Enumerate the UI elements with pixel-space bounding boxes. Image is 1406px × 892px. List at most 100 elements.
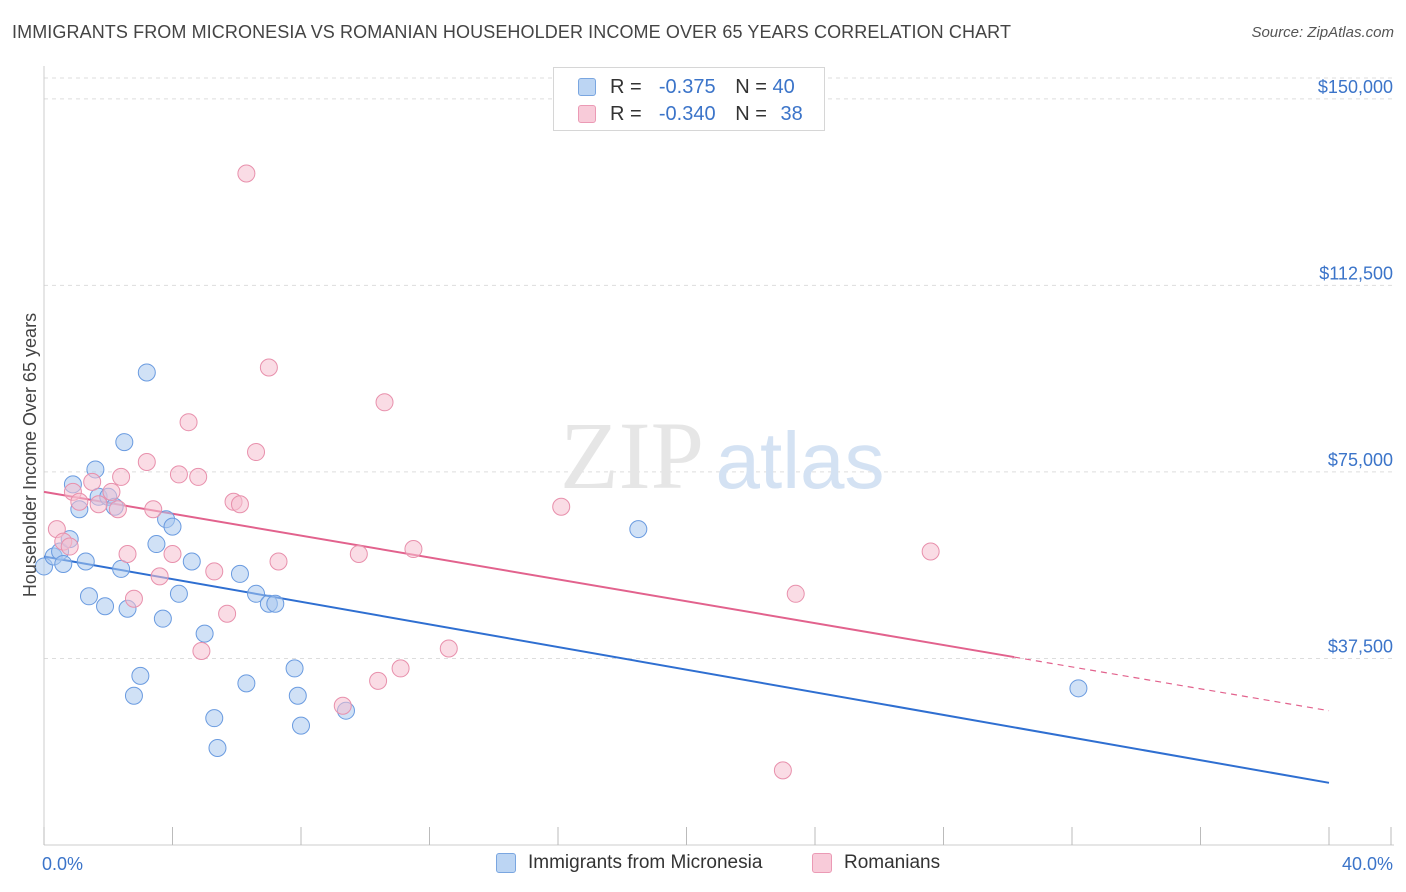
blue-swatch — [578, 78, 596, 96]
data-point — [137, 452, 156, 471]
data-point — [375, 393, 394, 412]
n-value: 40 — [772, 75, 795, 98]
legend-label: Immigrants from Micronesia — [528, 852, 763, 873]
data-point — [921, 542, 940, 561]
y-tick-label: $150,000 — [1318, 77, 1393, 97]
tick-labels: $37,500 $75,000 $112,500 $150,000 0.0% 40.0% — [42, 77, 1393, 874]
data-point — [333, 696, 352, 715]
data-point — [288, 686, 307, 705]
data-point — [230, 564, 249, 583]
data-point — [391, 659, 410, 678]
trend-line-dashed-pink — [1014, 656, 1330, 712]
y-tick-label: $112,500 — [1319, 263, 1393, 283]
data-point — [230, 495, 249, 514]
watermark: ZIP atlas — [560, 402, 884, 509]
data-points — [35, 164, 1088, 780]
n-label: N = — [735, 75, 767, 98]
data-point — [773, 761, 792, 780]
data-point — [237, 164, 256, 183]
trend-line-blue — [43, 555, 1330, 784]
data-point — [83, 472, 102, 491]
data-point — [124, 686, 143, 705]
data-point — [786, 584, 805, 603]
data-point — [1069, 679, 1088, 698]
data-point — [285, 659, 304, 678]
data-point — [247, 443, 266, 462]
pink-swatch — [812, 853, 832, 873]
correlation-legend: R = -0.375 N = 40 R = -0.340 N = 38 — [553, 67, 825, 131]
data-point — [118, 545, 137, 564]
x-tick-label: 40.0% — [1342, 854, 1393, 874]
data-point — [179, 413, 198, 432]
data-point — [369, 671, 388, 690]
data-point — [112, 559, 131, 578]
r-label: R = — [610, 102, 642, 125]
data-point — [266, 594, 285, 613]
legend-item-romanians: Romanians — [812, 852, 940, 874]
data-point — [169, 584, 188, 603]
data-point — [70, 492, 89, 511]
y-tick-label: $37,500 — [1328, 636, 1393, 656]
data-point — [349, 545, 368, 564]
data-point — [269, 552, 288, 571]
data-point — [60, 537, 79, 556]
y-tick-label: $75,000 — [1328, 450, 1393, 470]
data-point — [112, 467, 131, 486]
data-point — [629, 520, 648, 539]
data-point — [150, 567, 169, 586]
data-point — [552, 497, 571, 516]
data-point — [131, 666, 150, 685]
data-point — [292, 716, 310, 735]
legend-item-micronesia: Immigrants from Micronesia — [496, 852, 762, 874]
data-point — [247, 584, 266, 603]
data-point — [237, 674, 256, 693]
data-point — [96, 597, 115, 616]
r-value: -0.340 — [658, 102, 716, 125]
source-label: Source: ZipAtlas.com — [1251, 24, 1394, 41]
blue-swatch — [496, 853, 516, 873]
data-point — [195, 624, 214, 643]
data-point — [192, 642, 211, 661]
data-point — [76, 552, 95, 571]
data-point — [89, 495, 108, 514]
legend-row-romanians: R = -0.340 N = 38 — [578, 102, 803, 126]
data-point — [163, 545, 182, 564]
legend-label: Romanians — [844, 852, 941, 873]
data-point — [108, 500, 127, 519]
data-point — [163, 517, 182, 536]
axes — [43, 66, 1394, 846]
data-point — [124, 589, 143, 608]
data-point — [404, 540, 423, 559]
data-point — [189, 467, 208, 486]
chart-title: IMMIGRANTS FROM MICRONESIA VS ROMANIAN H… — [12, 22, 1012, 42]
pink-swatch — [578, 105, 596, 123]
data-point — [144, 500, 163, 519]
y-axis-title: Householder Income Over 65 years — [20, 313, 40, 597]
trend-line-pink — [43, 490, 1015, 659]
x-tick-label: 0.0% — [42, 854, 83, 874]
legend-row-micronesia: R = -0.375 N = 40 — [578, 75, 795, 99]
data-point — [102, 482, 121, 501]
data-point — [137, 363, 156, 382]
data-point — [259, 358, 278, 377]
data-point — [79, 587, 98, 606]
data-point — [153, 609, 172, 628]
n-label: N = — [735, 102, 767, 125]
r-value: -0.375 — [658, 75, 716, 98]
watermark-atlas: atlas — [716, 416, 885, 505]
n-value: 38 — [780, 102, 803, 125]
r-label: R = — [610, 75, 642, 98]
series-legend: Immigrants from Micronesia Romanians — [0, 852, 1406, 878]
watermark-zip: ZIP — [560, 402, 704, 509]
data-point — [205, 562, 224, 581]
data-point — [205, 709, 224, 728]
data-point — [115, 433, 134, 452]
data-point — [439, 639, 458, 658]
data-point — [182, 552, 201, 571]
series-pink — [47, 164, 940, 780]
data-point — [54, 554, 73, 573]
data-point — [208, 739, 227, 758]
data-point — [218, 604, 237, 623]
trend-lines — [43, 490, 1330, 784]
